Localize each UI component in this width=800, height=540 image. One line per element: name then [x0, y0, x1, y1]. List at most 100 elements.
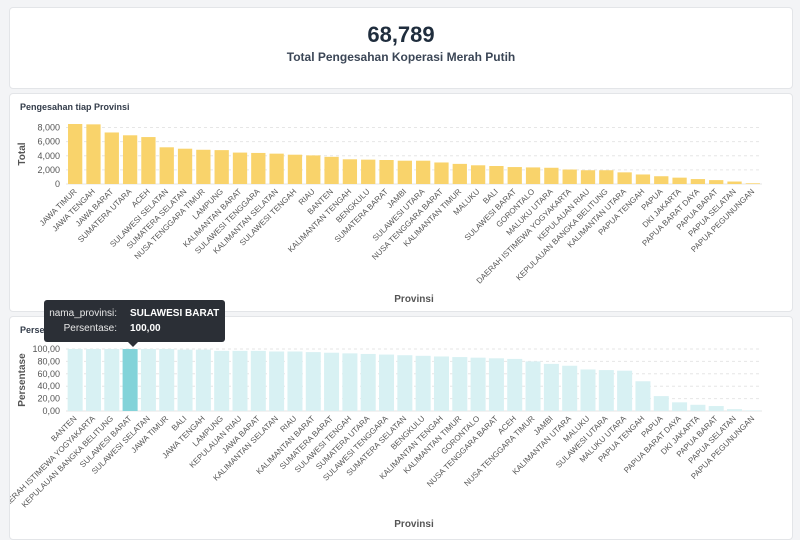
bar[interactable]: [709, 180, 724, 184]
bar[interactable]: [232, 350, 248, 411]
y-tick-label: 0: [55, 179, 60, 189]
bar[interactable]: [580, 170, 596, 184]
y-tick-label: 60,00: [37, 369, 60, 379]
bar[interactable]: [489, 166, 504, 184]
tooltip-arrow: [128, 342, 138, 347]
bar[interactable]: [250, 350, 266, 411]
bar[interactable]: [85, 349, 101, 411]
bar[interactable]: [745, 410, 761, 411]
bar[interactable]: [360, 353, 376, 411]
bar[interactable]: [672, 402, 688, 411]
y-tick-label: 80,00: [37, 356, 60, 366]
bar[interactable]: [269, 351, 285, 411]
bar[interactable]: [342, 353, 358, 411]
tooltip-value: SULAWESI BARAT: [130, 308, 220, 319]
bar[interactable]: [525, 167, 541, 184]
bar[interactable]: [599, 170, 614, 184]
bar[interactable]: [452, 357, 468, 411]
bar[interactable]: [122, 349, 138, 411]
bar[interactable]: [67, 349, 83, 411]
bar[interactable]: [452, 163, 467, 184]
kpi-label: Total Pengesahan Koperasi Merah Putih: [286, 50, 516, 64]
bar[interactable]: [635, 381, 651, 411]
bar[interactable]: [727, 181, 742, 184]
bar[interactable]: [470, 357, 486, 411]
y-tick-label: 6,000: [37, 137, 60, 147]
bar[interactable]: [324, 352, 340, 411]
bar[interactable]: [269, 153, 284, 184]
y-axis-label: Persentase: [17, 353, 28, 407]
kpi-card: 68,789 Total Pengesahan Koperasi Merah P…: [9, 7, 793, 89]
bar[interactable]: [617, 370, 633, 411]
bar[interactable]: [727, 409, 743, 411]
y-tick-label: 2,000: [37, 165, 60, 175]
bar[interactable]: [672, 177, 687, 184]
bar[interactable]: [287, 154, 303, 184]
bar[interactable]: [232, 152, 248, 184]
bar[interactable]: [361, 159, 376, 184]
bar[interactable]: [122, 135, 138, 184]
bar[interactable]: [544, 167, 559, 184]
bar[interactable]: [507, 167, 522, 184]
bar[interactable]: [653, 396, 669, 411]
kpi-value: 68,789: [367, 22, 435, 47]
y-tick-label: 4,000: [37, 151, 60, 161]
bar[interactable]: [598, 370, 614, 411]
bar[interactable]: [324, 156, 339, 184]
bar[interactable]: [690, 179, 706, 184]
bar[interactable]: [141, 137, 156, 184]
bar[interactable]: [379, 160, 394, 184]
bar[interactable]: [342, 159, 358, 184]
bar[interactable]: [433, 356, 449, 411]
chart-card-pengesahan: Pengesahan tiap Provinsi 0 2,000 4,000 6,00…: [9, 93, 793, 312]
bar[interactable]: [195, 349, 211, 411]
bar[interactable]: [196, 149, 211, 184]
y-tick-label: 40,00: [37, 381, 60, 391]
bar[interactable]: [525, 361, 541, 411]
bar-chart-persentase: 0,0020,0040,0060,0080,00100,00BANTENDAER…: [10, 344, 762, 530]
bar[interactable]: [159, 349, 175, 411]
bar[interactable]: [397, 355, 413, 411]
bar[interactable]: [617, 172, 632, 184]
bar[interactable]: [562, 365, 578, 411]
bar[interactable]: [745, 183, 760, 184]
bar[interactable]: [397, 160, 412, 184]
bar[interactable]: [214, 150, 229, 184]
bar[interactable]: [104, 132, 119, 184]
bar[interactable]: [214, 350, 230, 411]
bar[interactable]: [562, 169, 577, 184]
bar[interactable]: [690, 404, 706, 411]
bar[interactable]: [159, 147, 174, 184]
bar[interactable]: [635, 174, 651, 184]
bar[interactable]: [379, 354, 395, 411]
tooltip-key: Persentase:: [63, 323, 117, 334]
chart-tooltip: nama_provinsi: SULAWESI BARAT Persentase…: [44, 300, 225, 347]
y-tick-label: 20,00: [37, 394, 60, 404]
bar[interactable]: [708, 406, 724, 411]
bar[interactable]: [287, 351, 303, 411]
bar[interactable]: [416, 160, 431, 184]
bar[interactable]: [86, 124, 101, 184]
tooltip-key: nama_provinsi:: [49, 308, 117, 319]
chart-title: Perse: [20, 325, 45, 335]
bar[interactable]: [177, 148, 193, 184]
bar[interactable]: [140, 349, 156, 411]
bar[interactable]: [415, 355, 431, 411]
bar[interactable]: [488, 358, 504, 411]
bar[interactable]: [580, 369, 596, 411]
bar[interactable]: [543, 363, 559, 411]
bar[interactable]: [104, 349, 120, 411]
bar[interactable]: [68, 124, 83, 184]
bar[interactable]: [507, 358, 523, 411]
bar[interactable]: [306, 155, 321, 184]
x-axis-label: Provinsi: [394, 519, 434, 530]
bar[interactable]: [177, 349, 193, 411]
y-tick-label: 100,00: [32, 344, 60, 354]
bar[interactable]: [434, 162, 449, 184]
bar[interactable]: [470, 165, 486, 184]
bar[interactable]: [654, 176, 669, 184]
bar[interactable]: [305, 352, 321, 411]
chart-card-persentase: Perse 0,00 20,00 40,00 60,00 80,00 100,00 BANT…: [9, 316, 793, 540]
bar[interactable]: [251, 152, 266, 184]
